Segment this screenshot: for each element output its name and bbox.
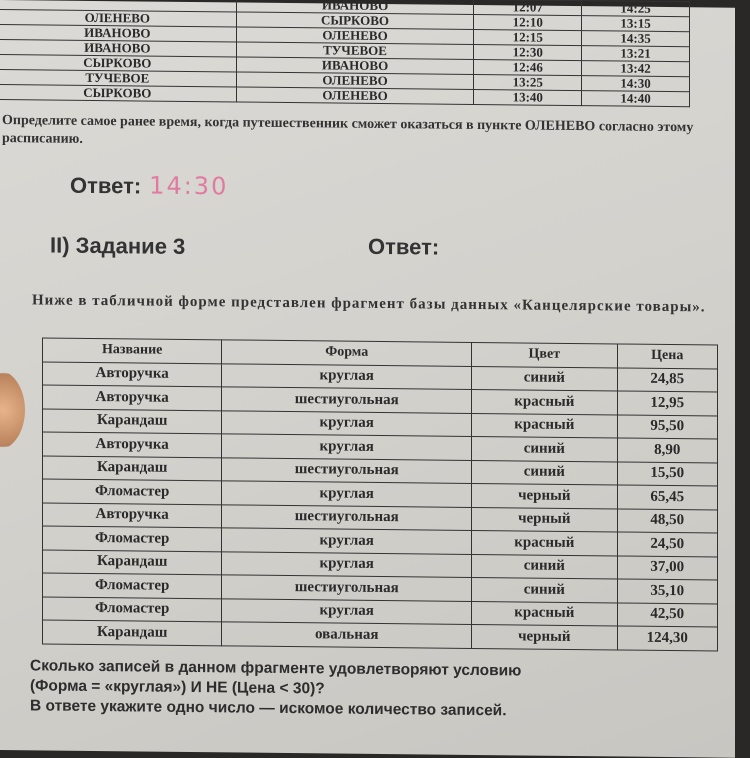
table-cell: 8,90	[617, 437, 718, 463]
table-cell: 95,50	[617, 414, 718, 440]
question-2: Сколько записей в данном фрагменте удовл…	[30, 656, 730, 723]
table-cell: черный	[471, 624, 617, 650]
table-cell: Карандаш	[42, 408, 222, 434]
table-cell: 24,50	[617, 531, 718, 557]
answer-1-label: Ответ:	[70, 172, 142, 199]
schedule-table: ИВАНОВО 12:07 14:25 ОЛЕНЕВО СЫРКОВО 12:10 13:1…	[0, 0, 690, 107]
schedule-cell: 14:25	[581, 0, 690, 17]
schedule-cell: 12:46	[473, 59, 582, 76]
answer-1: Ответ: 14:30	[70, 171, 228, 201]
table-cell: Авторучка	[42, 384, 222, 411]
table-cell: 124,30	[617, 625, 718, 651]
table-cell: овальная	[221, 621, 472, 648]
schedule-cell: 12:30	[473, 44, 582, 61]
schedule-cell: ОЛЕНЕВО	[236, 86, 474, 105]
schedule-cell: 13:40	[473, 89, 582, 106]
intro-text: Ниже в табличной форме представлен фрагм…	[32, 292, 706, 316]
table-cell: 42,50	[617, 602, 718, 628]
table-cell: Фломастер	[42, 572, 222, 599]
schedule-cell: 12:10	[473, 14, 582, 31]
table-cell: синий	[471, 553, 617, 579]
table-cell: шестиугольная	[221, 504, 472, 531]
table-cell: Карандаш	[42, 619, 222, 646]
table-cell: Карандаш	[42, 549, 222, 575]
schedule-cell: 13:42	[581, 60, 690, 77]
table-cell: 48,50	[617, 508, 718, 534]
table-cell: круглая	[221, 598, 472, 625]
column-header: Цвет	[471, 342, 617, 368]
schedule-cell: 13:15	[581, 15, 690, 32]
table-cell: синий	[471, 577, 617, 603]
table-cell: синий	[471, 365, 617, 391]
table-cell: Авторучка	[42, 361, 222, 387]
table-cell: красный	[471, 412, 617, 438]
table-cell: Фломастер	[42, 478, 222, 505]
table-cell: круглая	[221, 433, 472, 460]
table-cell: черный	[471, 506, 617, 532]
task-title: II) Задание 3	[50, 232, 186, 259]
answer-1-handwritten: 14:30	[149, 171, 229, 201]
table-cell: Авторучка	[42, 431, 222, 458]
column-header: Форма	[221, 339, 472, 366]
schedule-cell: 14:30	[581, 75, 690, 92]
table-cell: 65,45	[617, 484, 718, 510]
table-cell: 12,95	[617, 390, 718, 416]
table-cell: шестиугольная	[221, 457, 472, 484]
schedule-cell: 13:25	[473, 74, 582, 91]
table-cell: круглая	[221, 363, 472, 390]
schedule-cell: 12:15	[473, 29, 582, 46]
table-cell: Карандаш	[42, 455, 222, 481]
table-cell: шестиугольная	[221, 574, 472, 601]
table-cell: синий	[471, 459, 617, 485]
table-cell: Фломастер	[42, 525, 222, 552]
table-cell: круглая	[221, 527, 472, 554]
table-cell: черный	[471, 483, 617, 509]
table-cell: 35,10	[617, 578, 718, 604]
schedule-cell: 12:07	[473, 0, 582, 16]
table-cell: Авторучка	[42, 502, 222, 528]
schedule-cell: 13:21	[581, 45, 690, 62]
column-header: Название	[42, 337, 222, 364]
schedule-cell: 14:35	[581, 30, 690, 47]
table-cell: шестиугольная	[221, 386, 472, 413]
schedule-cell: СЫРКОВО	[0, 84, 237, 102]
database-table: Название Форма Цвет Цена Авторучка круглая си…	[42, 337, 718, 651]
table-cell: красный	[471, 530, 617, 556]
answer-2-label: Ответ:	[368, 233, 440, 260]
table-cell: 24,85	[617, 367, 718, 393]
table-cell: 37,00	[617, 555, 718, 581]
table-cell: круглая	[221, 480, 472, 507]
question-1: Определите самое ранее время, когда путе…	[2, 113, 694, 147]
table-cell: синий	[471, 436, 617, 462]
table-cell: Фломастер	[42, 596, 222, 622]
column-header: Цена	[617, 343, 718, 369]
table-cell: красный	[471, 389, 617, 415]
table-cell: круглая	[221, 410, 472, 437]
table-cell: круглая	[221, 551, 472, 578]
schedule-cell: 14:40	[581, 90, 690, 107]
table-cell: 15,50	[617, 461, 718, 487]
table-cell: красный	[471, 600, 617, 626]
